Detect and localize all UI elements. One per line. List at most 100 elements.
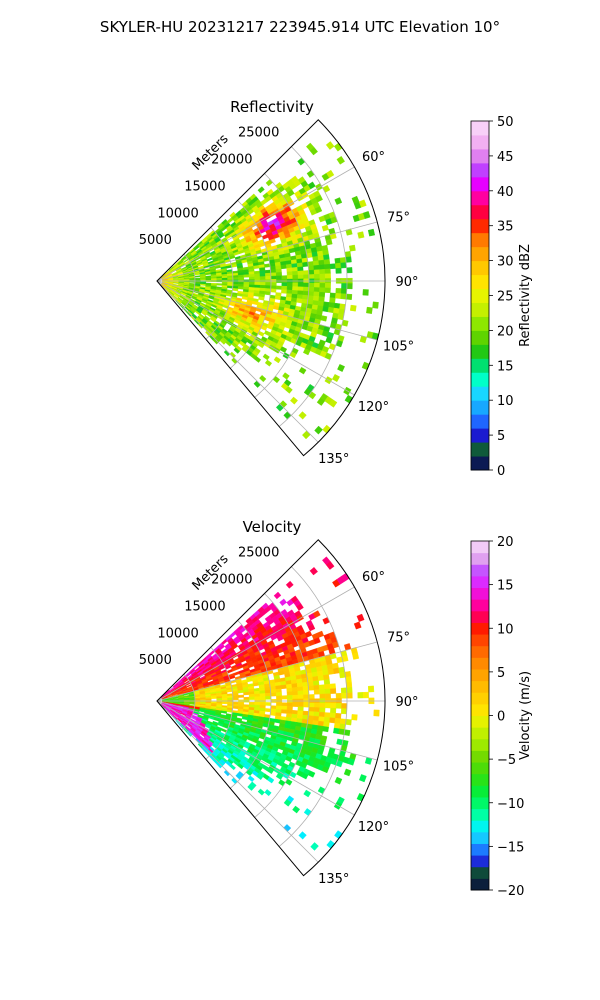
echo-cell — [296, 262, 304, 268]
echo-cell — [323, 716, 331, 723]
echo-cell — [221, 701, 228, 705]
colorbar-tick-label: −5 — [497, 753, 516, 768]
echo-cell — [286, 271, 293, 276]
colorbar-segment — [471, 316, 489, 331]
echo-cell — [334, 197, 343, 205]
range-ring — [254, 173, 310, 398]
echo-cell — [292, 702, 299, 707]
echo-cell — [267, 776, 275, 784]
echo-cell — [313, 287, 320, 293]
colorbar-tick-label: 10 — [497, 394, 514, 409]
echo-cell — [321, 224, 329, 232]
echo-cell — [283, 824, 292, 832]
echo-cell — [247, 784, 255, 791]
echo-cell — [329, 292, 336, 299]
colorbar-segment — [471, 134, 489, 150]
azimuth-tick-label: 120° — [358, 820, 389, 835]
sector-frame — [156, 539, 386, 877]
colorbar-segment — [471, 855, 489, 868]
echo-cell — [328, 399, 338, 408]
colorbar-tick-label: 10 — [497, 622, 514, 637]
echo-cell — [335, 267, 342, 274]
echo-cell — [291, 687, 299, 692]
colorbar-tick-label: 45 — [497, 150, 514, 165]
range-tick-label: 20000 — [211, 573, 252, 588]
echo-cell — [318, 711, 326, 718]
range-ring — [254, 593, 310, 818]
echo-cell — [221, 277, 228, 281]
echo-cell — [319, 273, 326, 279]
echo-cell — [373, 709, 380, 717]
echo-cell — [323, 254, 330, 261]
echo-cell — [322, 424, 332, 434]
colorbar-segment — [471, 831, 489, 844]
echo-cell — [270, 705, 277, 710]
echo-cell — [225, 340, 232, 347]
colorbar-segment — [471, 246, 489, 262]
echo-cell — [238, 277, 245, 281]
echo-cell — [325, 561, 335, 570]
echo-cell — [319, 702, 326, 709]
echo-cell — [351, 714, 358, 721]
echo-cell — [329, 712, 336, 719]
echo-cell — [281, 705, 288, 711]
echo-cell — [296, 603, 304, 611]
echo-cell — [356, 613, 365, 622]
echo-cell — [324, 273, 331, 279]
colorbar-segment — [471, 750, 489, 763]
echo-cell — [329, 717, 336, 724]
echo-cell — [269, 711, 277, 716]
echo-cell — [290, 396, 298, 405]
echo-cell — [298, 366, 307, 375]
echo-cell — [312, 680, 320, 686]
echo-cell — [308, 286, 315, 292]
echo-cell — [275, 688, 282, 693]
range-tick-label: 10000 — [157, 206, 198, 221]
colorbar-segment — [471, 414, 489, 429]
echo-cell — [232, 288, 239, 292]
colorbar-segment — [471, 622, 489, 635]
echo-cell — [325, 141, 335, 150]
echo-cell — [281, 289, 288, 294]
echo-cell — [243, 281, 250, 285]
echo-cell — [307, 624, 316, 632]
colorbar-segment — [471, 541, 489, 554]
reflectivity-polar-grid — [156, 119, 386, 457]
echo-cell — [321, 765, 330, 774]
echo-cell — [297, 286, 304, 292]
colorbar-segment — [471, 400, 489, 415]
echo-cell — [303, 286, 310, 292]
echo-cell — [286, 286, 293, 291]
colorbar-segment — [471, 456, 489, 471]
range-tick-label: 25000 — [238, 546, 279, 561]
colorbar-segment — [471, 330, 489, 345]
echo-cell — [254, 276, 261, 280]
echo-cell — [303, 694, 310, 700]
echo-cell — [274, 295, 282, 301]
azimuth-tick-label: 75° — [387, 630, 410, 645]
echo-cell — [346, 692, 353, 699]
echo-cell — [335, 703, 342, 709]
colorbar-segment — [471, 260, 489, 276]
echo-cell — [248, 276, 255, 280]
echo-cell — [262, 353, 270, 361]
echo-cell — [302, 261, 309, 267]
echo-cell — [265, 692, 272, 697]
echo-cell — [349, 244, 356, 252]
colorbar-segment — [471, 599, 489, 612]
echo-cell — [329, 263, 336, 270]
echo-cell — [273, 356, 282, 364]
echo-cell — [339, 718, 347, 725]
echo-cell — [270, 692, 277, 697]
echo-cell — [324, 693, 331, 699]
echo-cell — [319, 269, 326, 275]
colorbar-tick-label: 20 — [497, 535, 514, 550]
azimuth-spoke — [156, 221, 378, 282]
colorbar-segment — [471, 148, 489, 164]
colorbar-segment — [471, 344, 489, 359]
colorbar-tick-label: 0 — [497, 464, 505, 479]
echo-cell — [323, 674, 330, 681]
echo-cell — [362, 691, 369, 699]
echo-cell — [281, 282, 288, 287]
